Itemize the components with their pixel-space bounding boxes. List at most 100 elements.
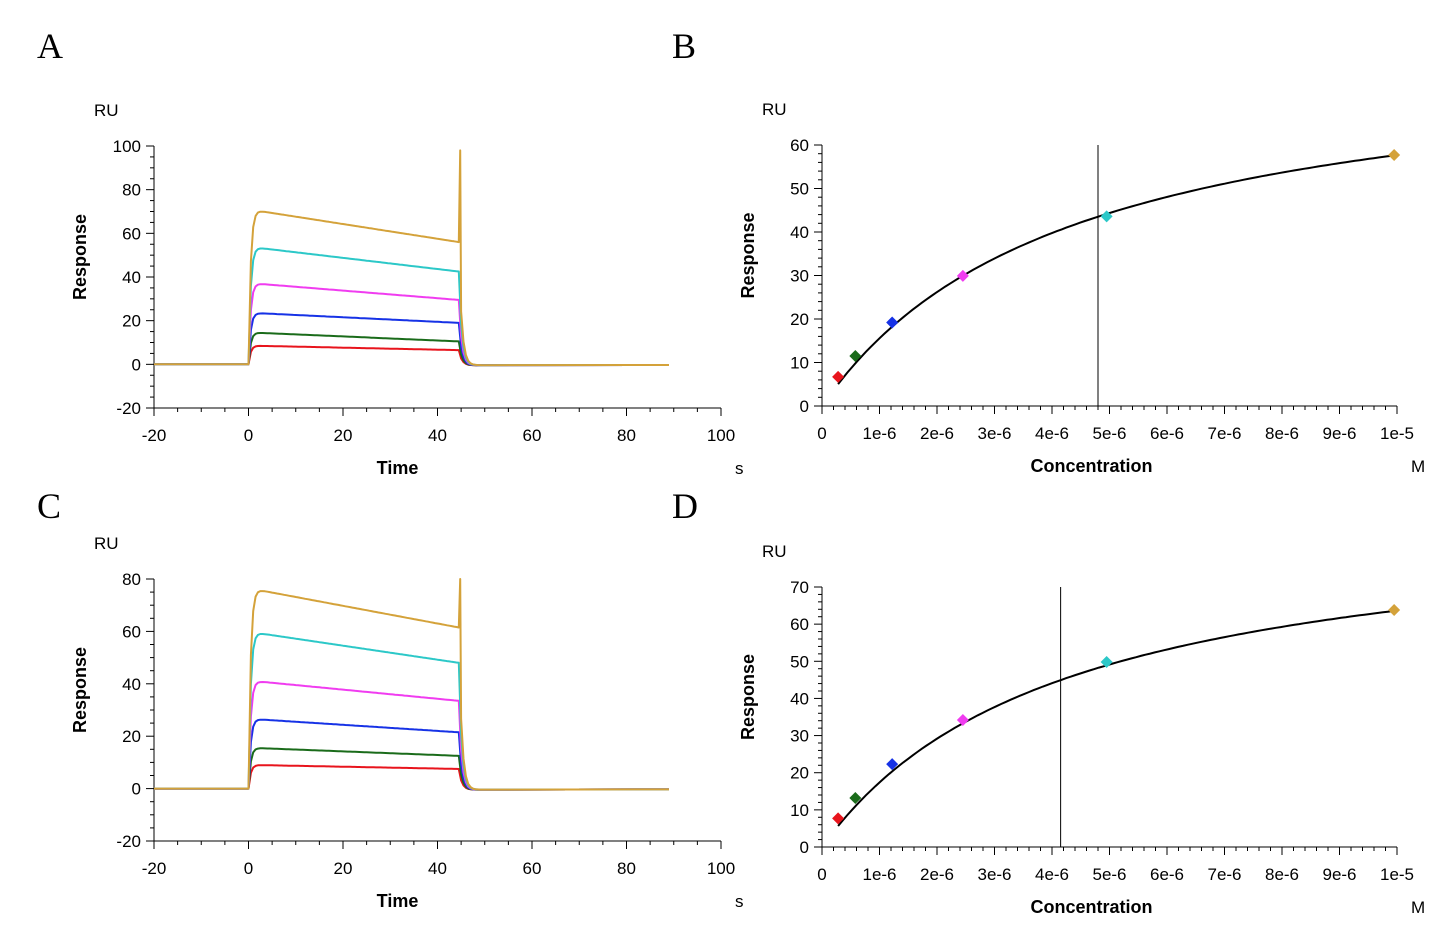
x-tick-label: 3e-6: [977, 865, 1011, 884]
y-tick-label: 70: [790, 578, 809, 597]
x-tick-label: 6e-6: [1150, 424, 1184, 443]
x-tick-label: 0: [244, 426, 253, 445]
x-tick-label: 60: [523, 426, 542, 445]
y-tick-label: 20: [790, 310, 809, 329]
y-tick-label: 10: [790, 354, 809, 373]
series-line-red: [154, 764, 670, 791]
sensorgram-panel-c: -20 0 20 40 60 80 -20 0 20 40 60 80 100 RU s Time Respon…: [70, 534, 744, 911]
x-tick-label: 0: [817, 865, 826, 884]
y-tick-label: -20: [116, 399, 141, 418]
x-tick-label: 4e-6: [1035, 424, 1069, 443]
x-tick-label: 9e-6: [1322, 424, 1356, 443]
x-unit-label: M: [1411, 457, 1425, 476]
x-unit-label: M: [1411, 898, 1425, 917]
series-line-gold: [154, 578, 670, 791]
fit-curve: [837, 154, 1398, 385]
x-tick-label: -20: [142, 859, 167, 878]
y-tick-label: 0: [800, 838, 809, 857]
y-axis-title: Response: [70, 214, 90, 300]
data-point-cyan: [1100, 656, 1113, 669]
y-tick-label: 10: [790, 801, 809, 820]
x-tick-label: 8e-6: [1265, 865, 1299, 884]
data-point-cyan: [1100, 210, 1113, 223]
x-tick-label: 1e-5: [1380, 424, 1414, 443]
data-point-green: [849, 791, 862, 804]
y-tick-label: 20: [122, 312, 141, 331]
x-tick-label: 100: [707, 859, 735, 878]
x-unit-label: s: [735, 459, 744, 478]
x-tick-label: 8e-6: [1265, 424, 1299, 443]
series-line-blue: [154, 312, 670, 367]
y-tick-label: 40: [122, 268, 141, 287]
y-tick-label: 40: [790, 689, 809, 708]
y-tick-label: 60: [122, 622, 141, 641]
series-line-red: [154, 344, 670, 367]
y-unit-label: RU: [762, 542, 787, 561]
series-line-blue: [154, 718, 670, 791]
y-tick-label: 0: [132, 780, 141, 799]
x-axis-title: Time: [377, 458, 419, 478]
x-axis-title: Concentration: [1030, 456, 1152, 476]
series-line-cyan: [154, 247, 670, 367]
x-axis-title: Concentration: [1030, 897, 1152, 917]
y-tick-label: 20: [122, 727, 141, 746]
affinity-panel-b: 0 10 20 30 40 50 60 0 1e-6 2e-6 3e-6 4e-6 5e-6 6e-6 7e…: [738, 100, 1425, 476]
x-tick-label: 9e-6: [1322, 865, 1356, 884]
y-tick-label: 20: [790, 764, 809, 783]
x-tick-label: 1e-6: [862, 424, 896, 443]
data-point-gold: [1388, 149, 1401, 162]
x-tick-label: 3e-6: [977, 424, 1011, 443]
x-tick-label: 1e-6: [862, 865, 896, 884]
data-point-gold: [1388, 604, 1401, 617]
affinity-panel-d: 0 10 20 30 40 50 60 70 0 1e-6 2e-6 3e-6 4e-6 5e-6 6e-6…: [738, 542, 1425, 917]
x-tick-label: 100: [707, 426, 735, 445]
fit-curve: [837, 609, 1398, 827]
x-tick-label: 60: [523, 859, 542, 878]
x-tick-label: 80: [617, 859, 636, 878]
x-axis-title: Time: [377, 891, 419, 911]
series-line-cyan: [154, 633, 670, 791]
data-point-red: [832, 812, 845, 825]
series-line-green: [154, 747, 670, 791]
data-point-blue: [886, 758, 899, 771]
y-unit-label: RU: [94, 101, 119, 120]
sensorgram-panel-a: -20 0 20 40 60 80 100 -20 0 20 40 60 80 100 RU s Time Res…: [70, 101, 744, 478]
x-tick-label: 40: [428, 426, 447, 445]
data-point-green: [849, 349, 862, 362]
y-unit-label: RU: [94, 534, 119, 553]
y-axis-title: Response: [738, 654, 758, 740]
y-unit-label: RU: [762, 100, 787, 119]
y-tick-label: -20: [116, 832, 141, 851]
series-line-gold: [154, 149, 670, 367]
x-tick-label: 7e-6: [1207, 865, 1241, 884]
y-tick-label: 60: [790, 136, 809, 155]
x-tick-label: -20: [142, 426, 167, 445]
y-axis-title: Response: [70, 647, 90, 733]
x-tick-label: 5e-6: [1092, 865, 1126, 884]
series-line-magenta: [154, 283, 670, 367]
data-point-magenta: [956, 269, 969, 282]
series-line-green: [154, 332, 670, 367]
x-tick-label: 2e-6: [920, 424, 954, 443]
x-tick-label: 1e-5: [1380, 865, 1414, 884]
y-tick-label: 0: [800, 397, 809, 416]
series-line-magenta: [154, 681, 670, 791]
data-point-magenta: [956, 713, 969, 726]
y-tick-label: 40: [122, 675, 141, 694]
x-tick-label: 40: [428, 859, 447, 878]
y-tick-label: 50: [790, 180, 809, 199]
x-tick-label: 6e-6: [1150, 865, 1184, 884]
panel-letter-c: C: [37, 486, 61, 526]
data-point-red: [832, 370, 845, 383]
x-tick-label: 80: [617, 426, 636, 445]
y-tick-label: 30: [790, 267, 809, 286]
x-tick-label: 0: [817, 424, 826, 443]
panel-letter-a: A: [37, 26, 63, 66]
y-tick-label: 50: [790, 652, 809, 671]
x-unit-label: s: [735, 892, 744, 911]
panel-letter-b: B: [672, 26, 696, 66]
y-tick-label: 30: [790, 727, 809, 746]
x-tick-label: 0: [244, 859, 253, 878]
y-axis-title: Response: [738, 212, 758, 298]
